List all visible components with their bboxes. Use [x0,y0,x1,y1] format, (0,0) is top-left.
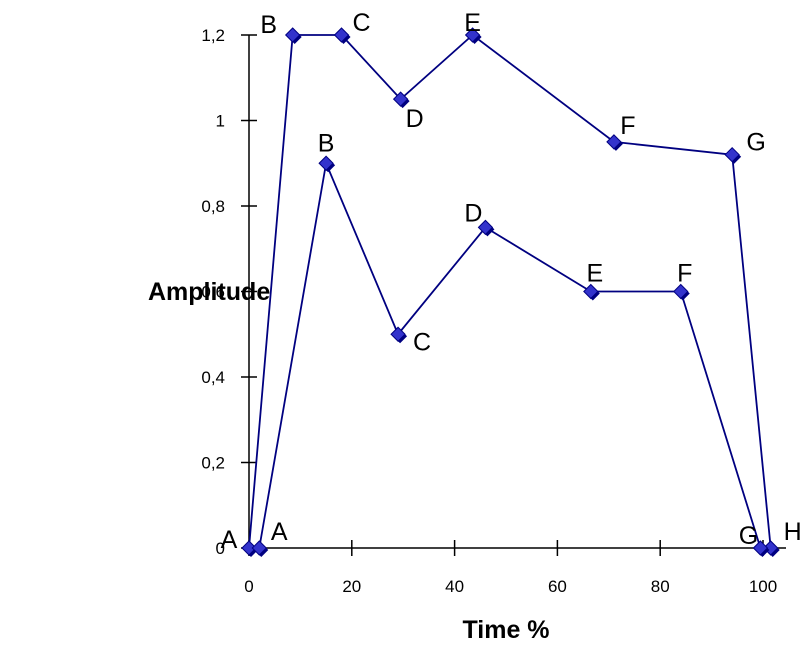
point-label: D [406,105,424,133]
point-label: F [677,260,692,288]
point-label: A [271,518,288,546]
point-label: E [464,9,481,37]
data-point [724,146,740,163]
y-tick-label: 1,2 [201,26,225,45]
x-tick-label: 0 [244,577,253,596]
point-label: B [318,129,335,157]
ticks: 0 0,2 0,4 0,6 0,8 1 1,2 0 20 40 60 80 100 [201,26,777,596]
axes [248,35,786,549]
data-point [673,283,689,300]
point-label: B [260,11,277,39]
x-tick-label: 100 [749,577,777,596]
point-label: G [746,129,765,157]
data-point [477,219,494,236]
point-label: H [784,518,802,546]
data-point [390,326,406,342]
point-label: F [620,112,635,140]
y-tick-label: 0,4 [201,368,225,387]
data-point [464,27,481,43]
data-point [318,155,334,171]
point-label: D [464,199,482,227]
y-axis-title: Amplitude [148,278,270,306]
data-point [606,134,622,150]
data-point [392,91,409,107]
x-tick-label: 60 [548,577,567,596]
point-label: C [352,9,370,37]
y-tick-label: 0,6 [201,283,225,302]
data-point [752,540,769,556]
data-point [583,283,599,300]
x-axis-title: Time % [462,616,549,644]
y-tick-label: 1 [216,112,225,131]
data-point [241,540,257,556]
y-tick-label: 0 [216,539,225,558]
y-tick-label: 0,8 [201,197,225,216]
y-tick-label: 0,2 [201,454,225,473]
x-tick-label: 20 [342,577,361,596]
point-label: A [221,526,238,554]
series-line [248,33,772,549]
point-label: C [413,328,431,356]
x-tick-label: 40 [445,577,464,596]
series-line [258,160,762,549]
point-label: E [586,260,603,288]
x-tick-label: 80 [651,577,670,596]
data-point [333,27,350,43]
point-label: G [739,522,758,550]
data-point [284,27,301,43]
data-point [251,540,267,556]
series-2: A B C D E F G [251,129,770,557]
